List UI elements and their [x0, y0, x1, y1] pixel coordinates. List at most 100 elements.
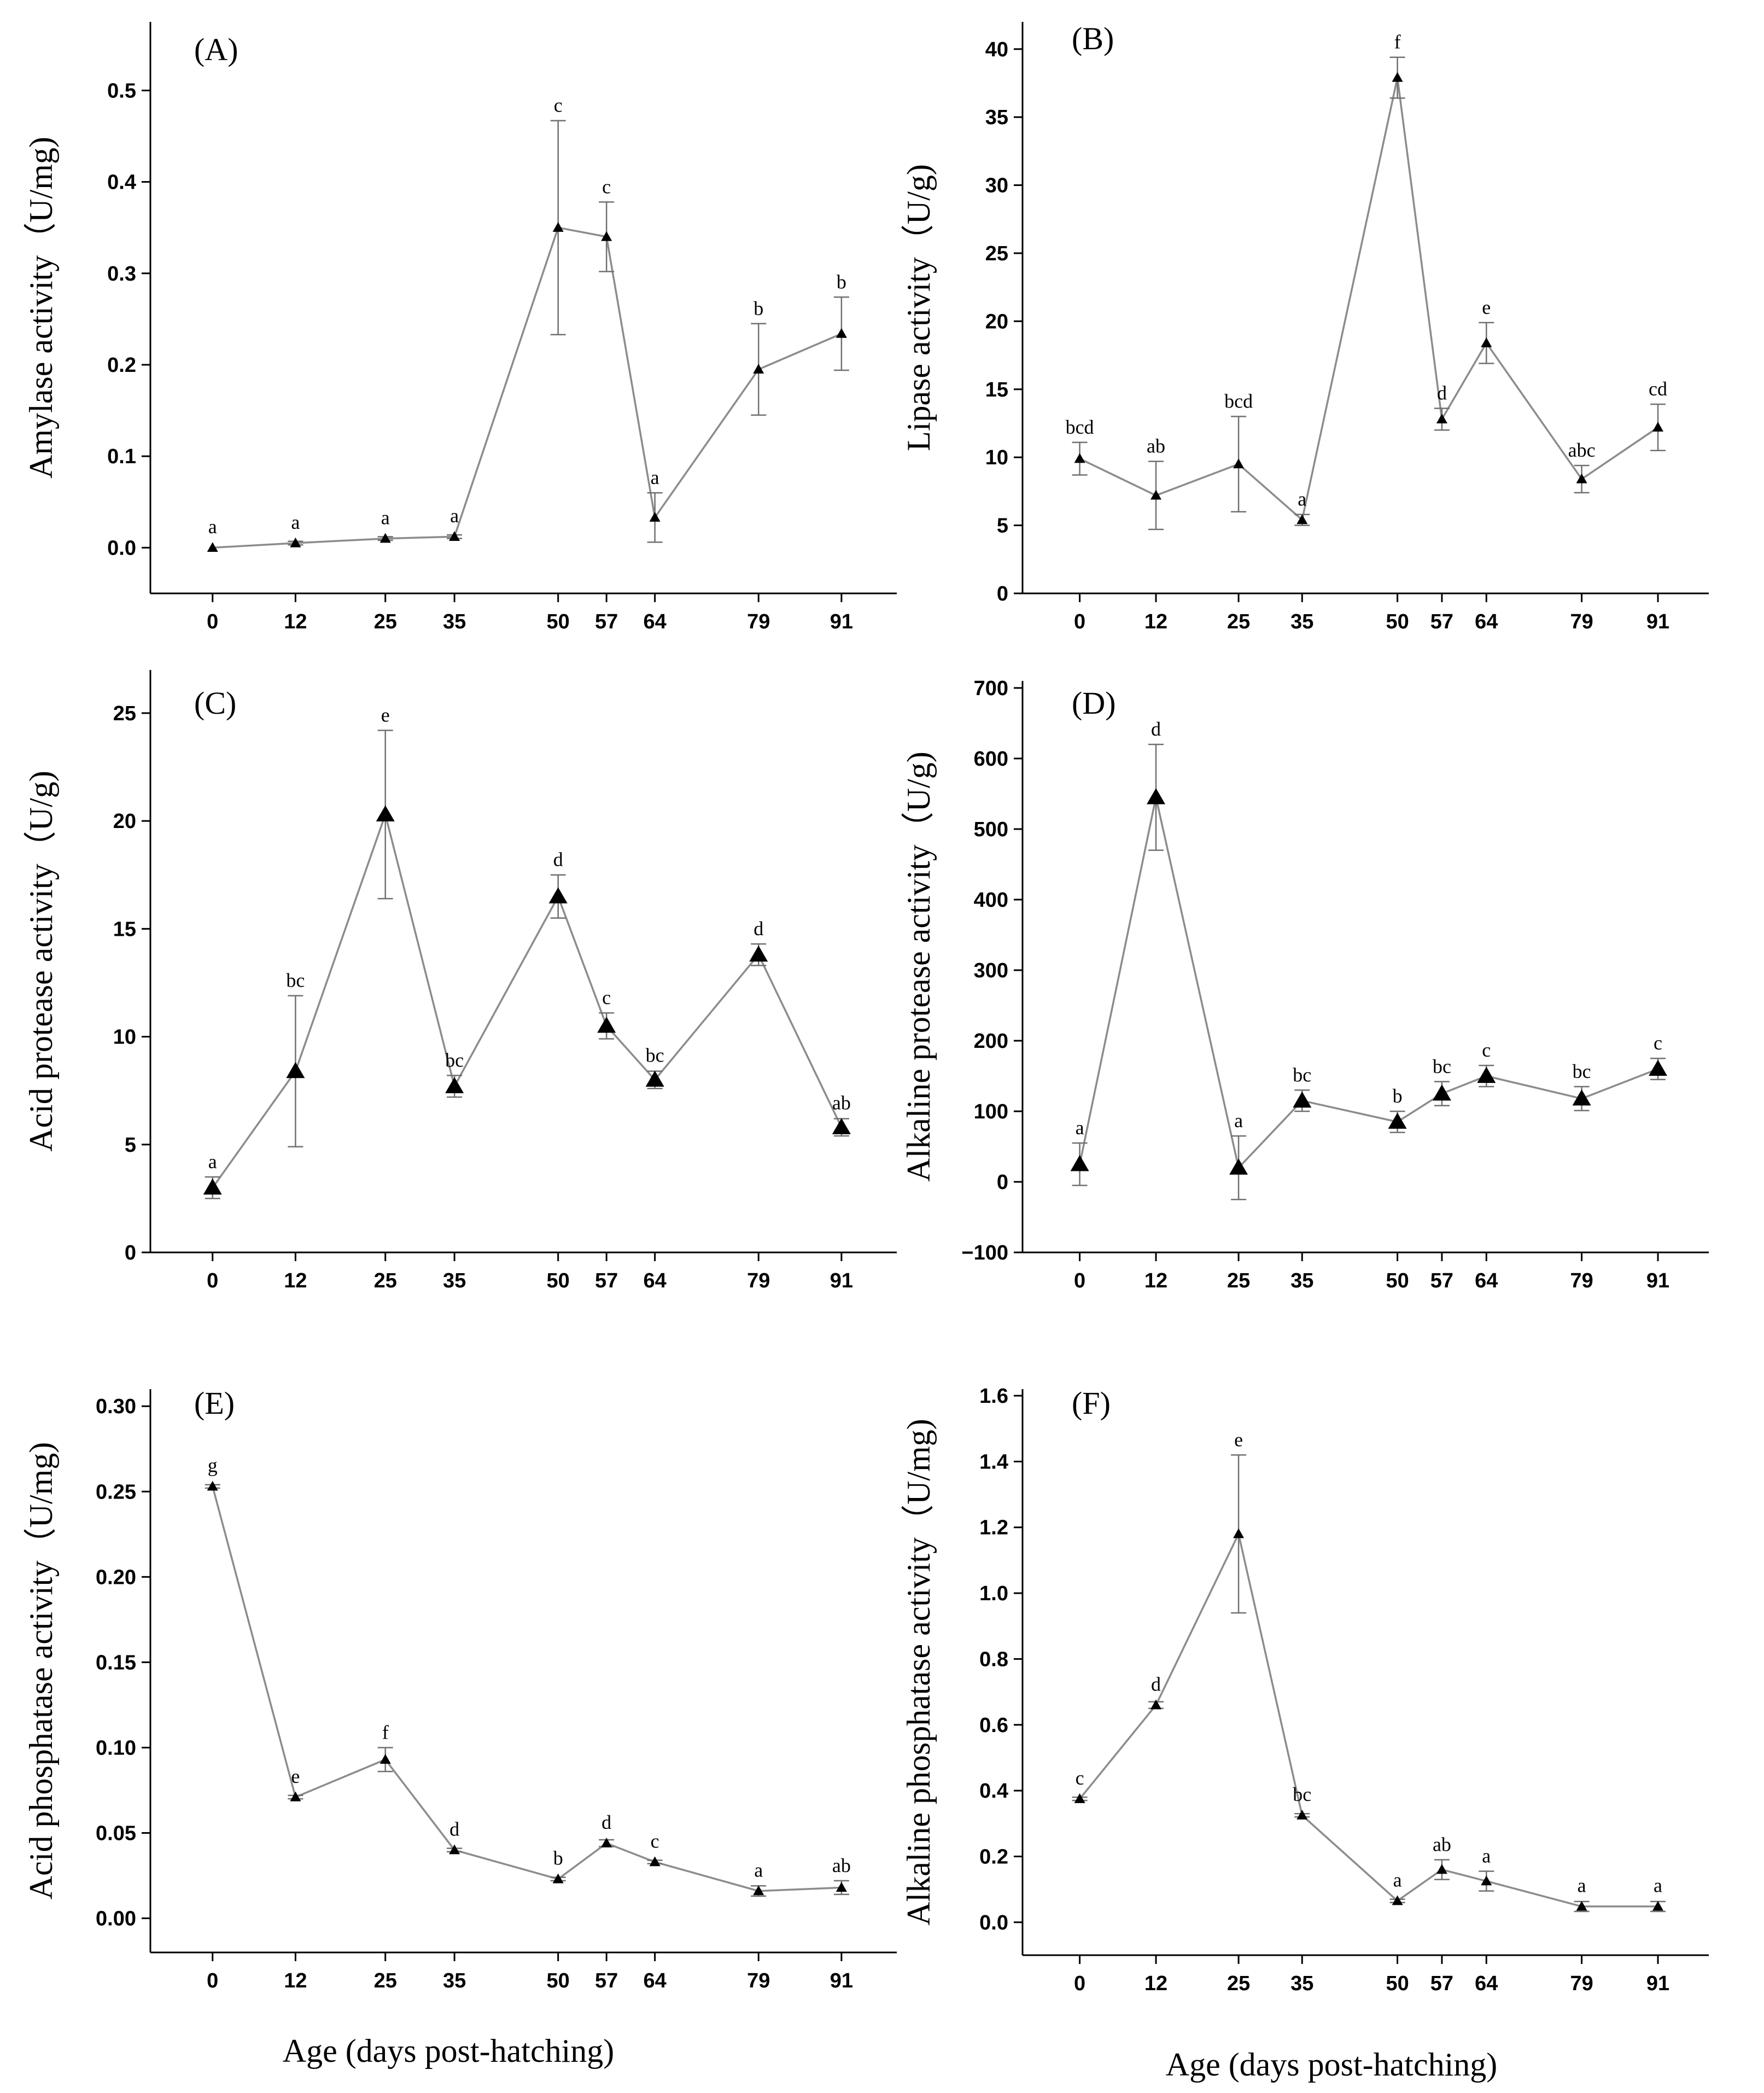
- y-tick-label-e: 0.20: [96, 1566, 136, 1589]
- y-tick-label-b: 0: [997, 582, 1008, 605]
- y-tick-label-d: 600: [974, 748, 1008, 771]
- panel-e: 0.00 0.05 0.10 0.15 0.20 0.25 0.30 0 12 25 35 50 57 6…: [23, 1385, 897, 1992]
- significance-letter-f: a: [1578, 1875, 1586, 1897]
- significance-letter-f: d: [1151, 1673, 1161, 1695]
- data-point-a: [379, 533, 391, 543]
- data-point-b: [1392, 72, 1403, 82]
- data-point-a: [649, 512, 661, 522]
- x-tick-label-e: 50: [547, 1969, 570, 1992]
- x-tick-label-f: 25: [1227, 1972, 1250, 1995]
- y-axis-title-a: Amylase activity（U/mg): [23, 137, 59, 479]
- x-tick-label-e: 35: [443, 1969, 466, 1992]
- x-tick-label-d: 35: [1290, 1269, 1313, 1292]
- x-tick-label-d: 50: [1386, 1269, 1409, 1292]
- data-point-d: [1649, 1059, 1668, 1076]
- data-point-a: [836, 328, 847, 338]
- significance-letter-a: a: [651, 467, 659, 488]
- y-axis-title-c: Acid protease activity（U/g): [23, 771, 59, 1151]
- x-tick-label-e: 91: [830, 1969, 853, 1992]
- data-point-a: [601, 231, 612, 241]
- data-point-f: [1652, 1900, 1664, 1911]
- x-tick-label-c: 0: [207, 1269, 218, 1292]
- significance-letter-d: a: [1076, 1117, 1084, 1139]
- y-tick-label-d: 700: [974, 677, 1008, 700]
- data-point-d: [1070, 1155, 1089, 1171]
- data-point-c: [548, 887, 568, 903]
- data-point-e: [290, 1791, 301, 1802]
- x-tick-label-c: 35: [443, 1269, 466, 1292]
- significance-letter-d: c: [1654, 1032, 1662, 1054]
- chart-panels: 0.00.10.20.30.40.50 12 25 35 50 57 64 79 91Amyla…: [23, 21, 1709, 1995]
- y-tick-label-a: 0.5: [107, 79, 136, 102]
- data-point-c: [645, 1070, 664, 1087]
- panel-tag-b: (B): [1072, 21, 1114, 56]
- significance-letter-b: e: [1482, 296, 1491, 318]
- x-tick-label-f: 12: [1144, 1972, 1167, 1995]
- panel-b: 0 5 10 15 20 25 30 35 40 0 12 25 35 50 57 64 79 91 Lipase …: [901, 21, 1709, 633]
- data-point-f: [1150, 1699, 1162, 1710]
- significance-letter-a: a: [291, 511, 300, 533]
- y-tick-label-a: 0.1: [107, 445, 136, 468]
- data-point-d: [1477, 1066, 1496, 1083]
- significance-letter-c: bc: [286, 970, 305, 992]
- x-tick-label-e: 0: [207, 1969, 218, 1992]
- x-tick-label-a: 12: [284, 610, 307, 633]
- series-line-c: [212, 811, 843, 1188]
- x-tick-label-a: 91: [830, 610, 853, 633]
- data-point-c: [445, 1077, 464, 1093]
- x-tick-label-b: 25: [1227, 610, 1250, 633]
- x-tick-label-b: 0: [1074, 610, 1085, 633]
- significance-letter-b: cd: [1649, 378, 1667, 400]
- series-line-f: [1079, 1531, 1658, 1908]
- significance-letter-a: c: [602, 176, 611, 197]
- significance-letter-e: g: [208, 1455, 218, 1477]
- y-tick-label-f: 0.6: [979, 1714, 1008, 1737]
- y-axis-title-b: Lipase activity（U/g): [901, 164, 937, 451]
- significance-letter-d: b: [1393, 1085, 1403, 1107]
- x-tick-label-b: 12: [1144, 610, 1167, 633]
- y-tick-label-b: 35: [985, 106, 1008, 129]
- x-tick-label-a: 57: [595, 610, 618, 633]
- significance-letter-f: a: [1393, 1869, 1402, 1891]
- data-point-d: [1572, 1089, 1591, 1106]
- y-tick-label-b: 40: [985, 38, 1008, 61]
- y-tick-label-c: 10: [113, 1026, 136, 1049]
- x-tick-label-d: 79: [1570, 1269, 1593, 1292]
- significance-letter-b: a: [1298, 488, 1306, 510]
- significance-letter-f: ab: [1433, 1833, 1451, 1855]
- x-tick-label-e: 25: [374, 1969, 397, 1992]
- panel-tag-f: (F): [1072, 1385, 1111, 1421]
- x-tick-label-b: 91: [1646, 610, 1669, 633]
- panel-tag-c: (C): [194, 685, 236, 721]
- data-point-f: [1074, 1793, 1085, 1803]
- data-point-e: [836, 1882, 847, 1892]
- y-tick-label-b: 20: [985, 310, 1008, 333]
- x-tick-label-e: 12: [284, 1969, 307, 1992]
- panel-c: 0 5 10 15 20 25 0 12 25 35 50 57 64 79 91 Acid protease…: [23, 670, 897, 1292]
- y-tick-label-c: 20: [113, 810, 136, 833]
- x-tick-label-e: 79: [747, 1969, 770, 1992]
- y-tick-label-a: 0.0: [107, 537, 136, 559]
- y-tick-label-b: 30: [985, 174, 1008, 197]
- significance-letter-f: bc: [1293, 1783, 1311, 1805]
- x-tick-label-d: 0: [1074, 1269, 1085, 1292]
- x-tick-label-a: 79: [747, 610, 770, 633]
- x-tick-label-f: 79: [1570, 1972, 1593, 1995]
- x-tick-label-f: 35: [1290, 1972, 1313, 1995]
- x-tick-label-e: 57: [595, 1969, 618, 1992]
- data-point-e: [753, 1885, 764, 1896]
- data-point-c: [832, 1118, 851, 1134]
- data-point-b: [1150, 489, 1162, 500]
- significance-letter-c: c: [602, 987, 611, 1008]
- data-point-f: [1233, 1528, 1245, 1538]
- panel-tag-d: (D): [1072, 685, 1116, 721]
- data-point-a: [290, 537, 301, 547]
- y-tick-label-f: 0.4: [979, 1780, 1008, 1803]
- y-tick-label-d: 300: [974, 959, 1008, 982]
- data-point-c: [597, 1017, 616, 1033]
- y-tick-label-b: 10: [985, 446, 1008, 469]
- y-tick-label-f: 1.0: [979, 1582, 1008, 1605]
- data-point-f: [1296, 1810, 1308, 1820]
- y-axis-title-f: Alkaline phosphatase activity（U/mg): [901, 1419, 937, 1925]
